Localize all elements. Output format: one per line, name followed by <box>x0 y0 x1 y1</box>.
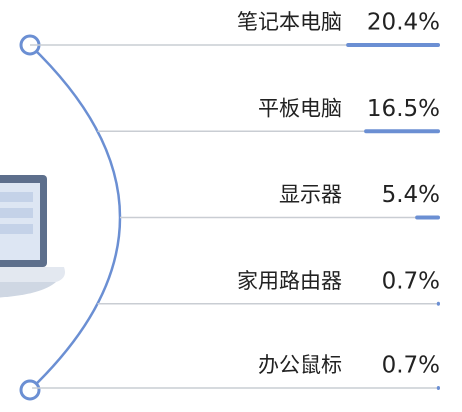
chart: 笔记本电脑 20.4% 平板电脑 16.5% 显示器 5.4% 家用路由器 0.7% 办公鼠标 0… <box>0 0 462 412</box>
bar <box>437 302 440 306</box>
category-label: 显示器 <box>279 183 342 207</box>
bar <box>364 129 440 133</box>
category-label: 家用路由器 <box>237 269 342 293</box>
value-label: 5.4% <box>382 182 440 208</box>
category-label: 办公鼠标 <box>258 353 342 377</box>
bar <box>437 386 440 390</box>
bar <box>415 216 440 220</box>
value-label: 20.4% <box>367 10 440 36</box>
arc-end <box>21 381 39 399</box>
laptop-icon <box>0 175 65 298</box>
value-label: 16.5% <box>367 96 440 122</box>
value-label: 0.7% <box>382 353 440 379</box>
category-label: 平板电脑 <box>258 96 342 120</box>
value-label: 0.7% <box>382 268 440 294</box>
category-label: 笔记本电脑 <box>237 10 342 34</box>
bar <box>346 43 440 47</box>
